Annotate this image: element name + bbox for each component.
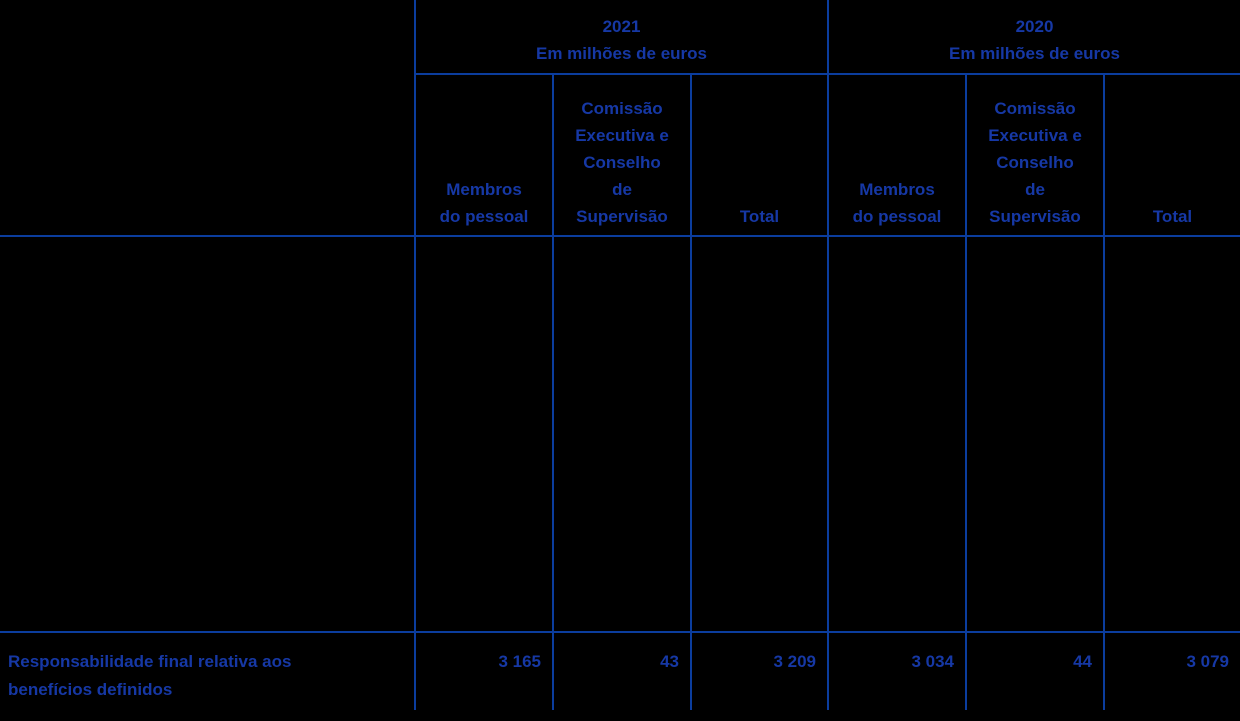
value-cell-comissao-2020: 44	[965, 633, 1103, 710]
year-group-2020: 2020 Em milhões de euros	[827, 0, 1240, 75]
col-header-membros-2021: Membros do pessoal	[414, 75, 552, 237]
year-group-2021: 2021 Em milhões de euros	[414, 0, 827, 75]
spacer-cell-comissao-2021	[552, 237, 690, 633]
col-header-total-2021: Total	[690, 75, 827, 237]
value-cell-total-2020: 3 079	[1103, 633, 1240, 710]
year-label-2021: 2021	[602, 16, 641, 36]
data-row-label: Responsabilidade final relativa aos bene…	[8, 652, 292, 699]
spacer-cell-comissao-2020	[965, 237, 1103, 633]
unit-label-2020: Em milhões de euros	[949, 43, 1120, 63]
value-cell-membros-2021: 3 165	[414, 633, 552, 710]
header-label-cell	[0, 75, 414, 237]
corner-cell	[0, 0, 414, 75]
spacer-cell-membros-2020	[827, 237, 965, 633]
spacer-cell-total-2021	[690, 237, 827, 633]
col-header-total-2020: Total	[1103, 75, 1240, 237]
value-cell-total-2021: 3 209	[690, 633, 827, 710]
unit-label-2021: Em milhões de euros	[536, 43, 707, 63]
spacer-label-cell	[0, 237, 414, 633]
value-cell-membros-2020: 3 034	[827, 633, 965, 710]
col-header-comissao-2020: Comissão Executiva e Conselho de Supervi…	[965, 75, 1103, 237]
spacer-cell-membros-2021	[414, 237, 552, 633]
value-cell-comissao-2021: 43	[552, 633, 690, 710]
year-label-2020: 2020	[1015, 16, 1054, 36]
bottom-spacer	[0, 710, 1240, 721]
spacer-cell-total-2020	[1103, 237, 1240, 633]
col-header-comissao-2021: Comissão Executiva e Conselho de Supervi…	[552, 75, 690, 237]
col-header-membros-2020: Membros do pessoal	[827, 75, 965, 237]
